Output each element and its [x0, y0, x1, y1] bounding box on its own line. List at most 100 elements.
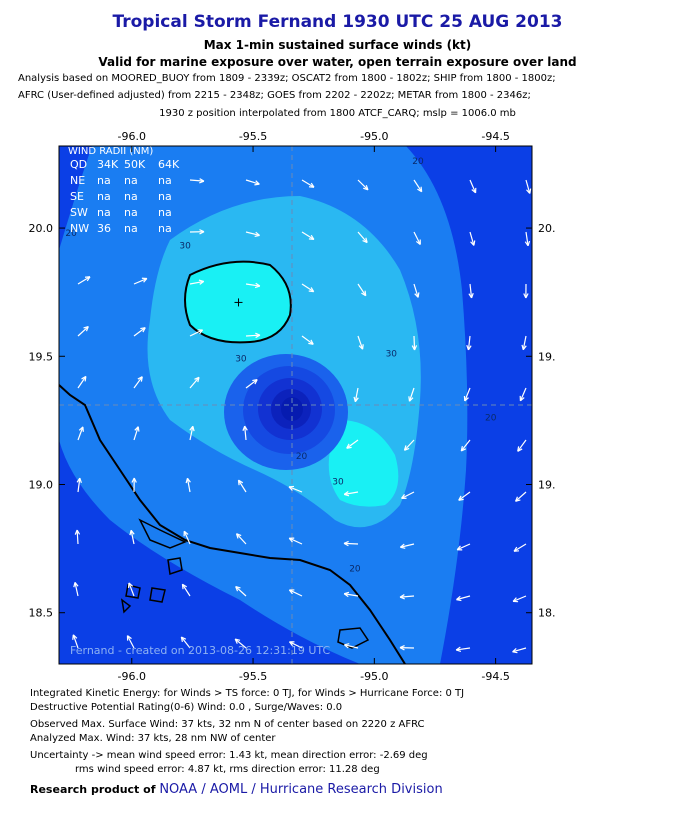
analysis-position-note: 1930 z position interpolated from 1800 A…	[159, 108, 516, 119]
y-tick-right-1: 19.	[538, 350, 556, 363]
wind-vector-43	[288, 641, 303, 649]
wind-vector-3	[77, 426, 84, 441]
wind-vector-19	[189, 329, 204, 337]
contour-label-0: 20	[412, 157, 424, 167]
analysis-sources-line1: Analysis based on MOORED_BUOY from 1809 …	[18, 73, 556, 84]
wind-vector-18	[189, 279, 205, 285]
wind-vector-6	[73, 581, 79, 597]
wind-vector-68	[463, 387, 471, 402]
wind-vector-32	[237, 479, 247, 493]
wind-vector-2	[77, 375, 87, 389]
y-tick-left-1: 19.5	[29, 350, 54, 363]
wind-vector-15	[126, 635, 135, 649]
wind-radii-cell-2-3: na	[158, 190, 172, 203]
wind-vector-55	[413, 231, 421, 245]
wind-vector-60	[401, 491, 415, 499]
wind-vector-4	[76, 477, 82, 493]
wind-vector-41	[288, 537, 303, 545]
wind-vector-39	[301, 335, 314, 345]
contour-label-8: 20	[65, 229, 77, 239]
wind-vector-61	[400, 543, 415, 549]
wind-vector-80	[515, 491, 527, 502]
wind-vector-17	[189, 229, 205, 235]
wind-radii-cell-1-1: na	[97, 174, 111, 187]
wind-vector-57	[411, 335, 418, 351]
coast-island	[337, 627, 370, 649]
wind-radii-cell-0-1: 34K	[97, 158, 119, 171]
contour-label-6: 20	[296, 452, 308, 462]
y-tick-left-2: 19.0	[29, 478, 54, 491]
wind-vector-79	[517, 439, 527, 452]
coastline	[59, 384, 406, 664]
wind-vector-72	[456, 595, 471, 602]
wind-vector-21	[189, 425, 195, 441]
analyzed-max-line: Analyzed Max. Wind: 37 kts, 28 nm NW of …	[30, 733, 276, 744]
wind-vector-65	[469, 231, 476, 246]
wind-vector-38	[301, 283, 315, 293]
x-tick-top-3: -94.5	[481, 130, 509, 143]
wind-radii-cell-2-0: SE	[70, 190, 84, 203]
wind-vector-44	[357, 179, 369, 191]
x-tick-top-2: -95.0	[360, 130, 388, 143]
wind-vector-28	[245, 282, 261, 289]
wind-vector-20	[189, 376, 200, 389]
lagoon-islands	[120, 557, 183, 614]
wind-vector-22	[185, 477, 191, 493]
wind-field-map: 20 30 30 30 20 30 20 20 20 WIND RADII (NM) QD 34K…	[29, 130, 556, 683]
wind-vector-25	[180, 636, 191, 649]
x-tick-bottom-2: -95.0	[360, 670, 388, 683]
wind-radii-cell-0-0: QD	[70, 158, 87, 171]
wind-vector-73	[455, 646, 471, 653]
wind-vector-64	[469, 179, 477, 194]
wind-vector-49	[346, 439, 359, 449]
x-tick-bottom-3: -94.5	[481, 670, 509, 683]
wind-vector-54	[413, 179, 423, 193]
contour-label-7: 20	[349, 565, 361, 575]
wind-vector-13	[129, 529, 135, 545]
dpr-line: Destructive Potential Rating(0-6) Wind: …	[30, 702, 343, 713]
research-org-link[interactable]: NOAA / AOML / Hurricane Research Divisio…	[159, 782, 443, 797]
wind-vector-10	[133, 376, 143, 389]
wind-radii-cell-0-2: 50K	[124, 158, 146, 171]
y-tick-left-0: 20.0	[29, 222, 54, 235]
wind-radii-cell-1-0: NE	[70, 174, 85, 187]
uncertainty-line1: Uncertainty -> mean wind speed error: 1.…	[30, 750, 428, 761]
wind-vector-67	[466, 335, 472, 351]
wind-vector-42	[288, 589, 303, 597]
chart-title: Tropical Storm Fernand 1930 UTC 25 AUG 2…	[112, 12, 563, 32]
wind-vector-16	[189, 178, 205, 184]
wind-vector-12	[131, 477, 137, 493]
wind-vector-77	[521, 335, 527, 351]
research-prefix: Research product of	[30, 783, 156, 796]
x-tick-top-1: -95.5	[239, 130, 267, 143]
contour-label-1: 30	[179, 242, 191, 252]
wind-vector-59	[403, 439, 415, 451]
credit-line: Fernand - created on 2013-08-26 12:31:19…	[70, 644, 330, 657]
wind-vector-27	[245, 231, 260, 238]
ike-line: Integrated Kinetic Energy: for Winds > T…	[30, 688, 465, 699]
y-tick-right-0: 20.	[538, 222, 556, 235]
wind-vector-14	[127, 582, 135, 597]
wind-vector-48	[353, 387, 359, 403]
wind-vector-23	[183, 530, 191, 545]
wind-radii-cell-4-3: na	[158, 222, 172, 235]
research-credit: Research product of NOAA / AOML / Hurric…	[30, 782, 443, 797]
wind-vector-58	[408, 387, 415, 402]
wind-vector-76	[523, 283, 529, 299]
wind-radii-cell-1-2: na	[124, 174, 138, 187]
wind-vector-62	[399, 594, 415, 600]
wind-vector-0	[77, 276, 91, 285]
wind-radii-cell-2-1: na	[97, 190, 111, 203]
wind-vector-9	[133, 327, 146, 337]
wind-vector-8	[133, 277, 148, 285]
wind-vector-52	[343, 591, 359, 598]
wind-vector-70	[458, 491, 471, 501]
wind-vector-71	[456, 543, 471, 551]
x-tick-bottom-0: -96.0	[118, 670, 146, 683]
y-tick-left-3: 18.5	[29, 607, 54, 620]
x-tick-top-0: -96.0	[118, 130, 146, 143]
wind-vector-11	[133, 426, 140, 441]
x-tick-bottom-1: -95.5	[239, 670, 267, 683]
wind-vector-74	[525, 179, 532, 194]
